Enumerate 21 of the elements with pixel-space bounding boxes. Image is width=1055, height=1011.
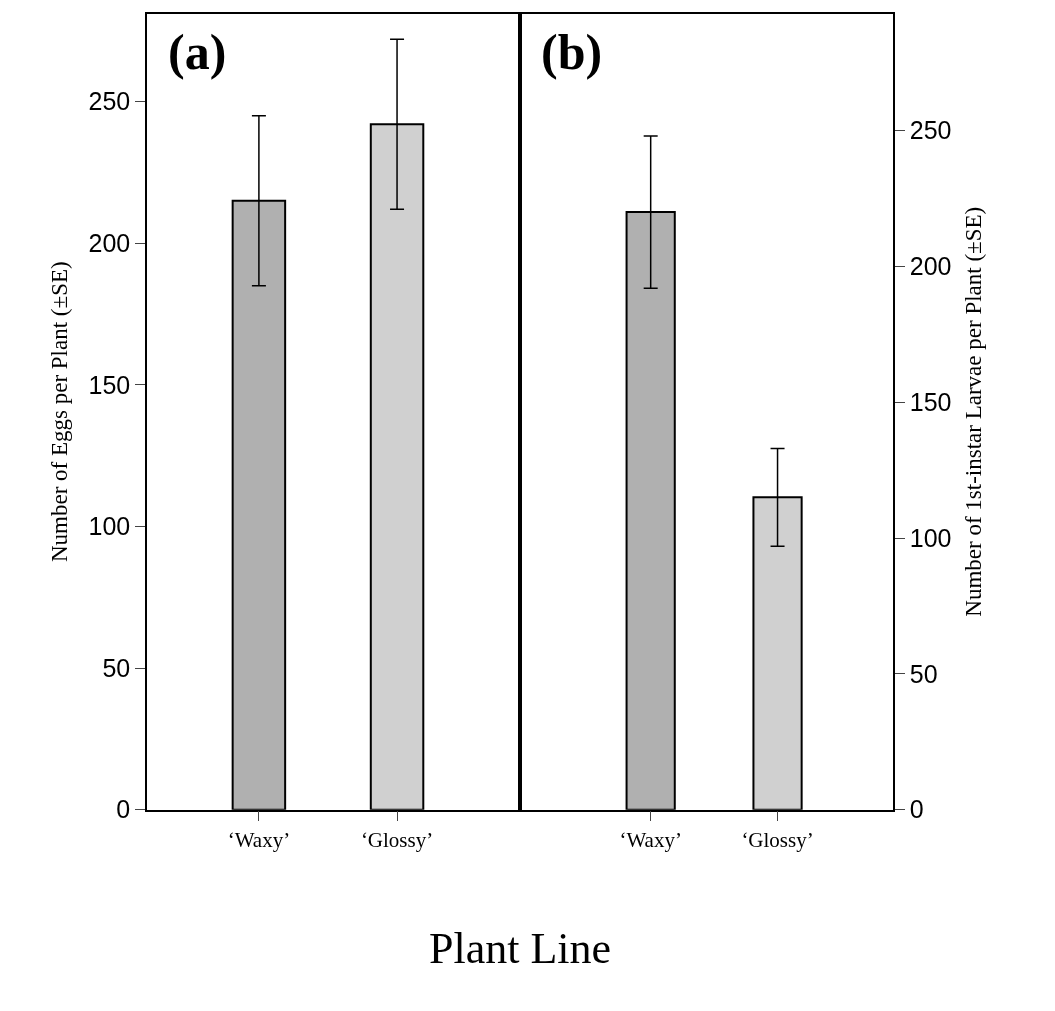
x-tick-label: ‘Glossy’ — [741, 827, 814, 852]
x-axis-title: Plant Line — [429, 924, 612, 973]
y-tick-label: 50 — [909, 659, 938, 688]
y-tick-label: 200 — [909, 252, 952, 281]
y-tick-label: 50 — [102, 653, 131, 682]
annotation: (b) — [541, 24, 603, 80]
y-tick-label: 0 — [116, 795, 131, 824]
y-axis-title: Number of 1st-instar Larvae per Plant (±SE) — [960, 206, 986, 617]
y-tick-label: 100 — [909, 523, 952, 552]
y-axis-title: Number of Eggs per Plant (±SE) — [47, 261, 73, 563]
y-tick-label: 150 — [88, 370, 131, 399]
y-tick-label: 200 — [88, 228, 131, 257]
x-tick-label: ‘Waxy’ — [227, 827, 291, 852]
x-tick-label: ‘Waxy’ — [619, 827, 682, 852]
y-tick-label: 250 — [88, 87, 131, 116]
x-tick-label: ‘Glossy’ — [360, 827, 434, 852]
y-tick-label: 150 — [909, 387, 952, 416]
y-tick-label: 0 — [909, 795, 924, 824]
y-tick-label: 250 — [909, 116, 952, 145]
annotation: (a) — [168, 24, 227, 80]
y-tick-label: 100 — [88, 512, 131, 541]
